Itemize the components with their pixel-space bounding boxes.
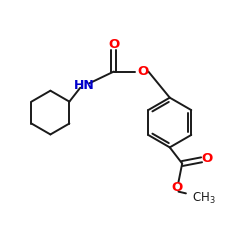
Text: O: O bbox=[108, 38, 120, 52]
Text: O: O bbox=[137, 65, 148, 78]
Text: O: O bbox=[172, 181, 183, 194]
Text: O: O bbox=[202, 152, 213, 165]
Text: HN: HN bbox=[74, 79, 94, 92]
Text: CH$_3$: CH$_3$ bbox=[192, 191, 216, 206]
